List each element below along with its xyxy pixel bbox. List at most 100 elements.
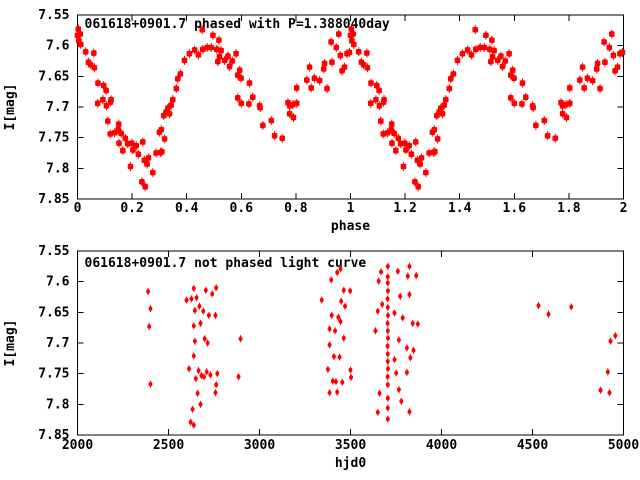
- plot-title: 061618+0901.7 phased with P=1.388040day: [85, 17, 390, 32]
- data-point: [619, 49, 626, 56]
- data-point: [135, 151, 142, 158]
- data-point: [566, 100, 573, 107]
- data-point: [304, 77, 310, 83]
- x-tick-label: 5000: [608, 438, 639, 453]
- data-point: [324, 85, 330, 92]
- data-point: [144, 161, 150, 167]
- data-point: [198, 321, 203, 326]
- data-point: [432, 148, 438, 155]
- data-point: [385, 382, 390, 388]
- x-tick-label: 3500: [335, 438, 366, 453]
- data-point: [205, 340, 210, 346]
- x-tick-label: 1.4: [448, 201, 472, 216]
- data-point: [249, 94, 256, 100]
- data-point: [336, 314, 341, 320]
- data-point: [394, 370, 399, 376]
- data-point: [327, 326, 332, 332]
- data-point: [213, 390, 218, 396]
- data-point: [494, 57, 501, 64]
- data-point: [522, 94, 529, 100]
- data-point: [395, 268, 400, 274]
- data-point: [386, 335, 390, 341]
- data-point: [174, 75, 181, 82]
- data-point: [341, 335, 346, 341]
- data-point: [139, 139, 146, 145]
- data-point: [533, 122, 539, 129]
- data-point: [606, 44, 613, 51]
- data-point: [385, 263, 390, 269]
- x-tick-label: 1.6: [503, 201, 527, 216]
- data-point: [379, 269, 384, 275]
- data-point: [607, 390, 612, 396]
- data-point: [442, 96, 449, 103]
- data-point: [329, 59, 335, 66]
- data-point: [133, 142, 139, 149]
- data-point: [346, 49, 353, 56]
- x-tick-label: 2000: [62, 438, 93, 453]
- data-point: [216, 53, 223, 60]
- data-point: [385, 374, 390, 380]
- data-point: [541, 117, 548, 124]
- data-point: [418, 155, 425, 161]
- data-point: [381, 96, 387, 103]
- data-point: [290, 114, 297, 121]
- x-tick-label: 0: [74, 201, 82, 216]
- data-point: [581, 85, 587, 91]
- data-point: [201, 308, 206, 314]
- data-point: [184, 297, 189, 303]
- data-point: [481, 44, 488, 51]
- data-point: [378, 118, 384, 124]
- data-point: [519, 80, 526, 86]
- data-point: [385, 328, 390, 334]
- data-point: [286, 110, 293, 117]
- data-point: [189, 296, 194, 302]
- data-point: [385, 359, 390, 364]
- plot-border: [77, 250, 624, 436]
- x-tick-label: 0.8: [284, 201, 308, 216]
- data-point: [139, 179, 145, 185]
- data-point: [350, 41, 357, 48]
- data-point: [507, 95, 514, 101]
- y-tick-label: 7.6: [46, 39, 70, 54]
- data-point: [198, 401, 203, 407]
- data-point: [400, 163, 407, 170]
- data-point: [159, 148, 165, 155]
- x-axis-label: hjd0: [335, 456, 366, 471]
- unphased-plot: 2000 2500 3000 3500 4000 4500 5000 7.55 7.6 7.65 7…: [3, 244, 639, 471]
- data-point: [268, 117, 275, 124]
- data-point: [194, 295, 199, 300]
- data-point: [594, 60, 601, 67]
- data-point: [338, 319, 343, 324]
- data-point: [373, 82, 380, 89]
- x-tick-label: 1: [347, 201, 355, 216]
- x-tick-label: 0.6: [230, 201, 254, 216]
- data-point: [385, 280, 390, 286]
- data-point: [316, 77, 323, 84]
- data-point: [238, 75, 244, 81]
- data-point: [236, 374, 241, 380]
- y-tick-label: 7.65: [38, 69, 69, 84]
- data-point: [246, 101, 252, 107]
- data-point: [94, 100, 101, 107]
- data-point: [483, 32, 489, 39]
- data-point: [177, 71, 184, 77]
- data-point: [499, 63, 506, 70]
- data-point: [95, 80, 101, 86]
- data-point: [530, 104, 536, 111]
- data-point: [546, 311, 551, 317]
- data-point: [468, 52, 475, 58]
- y-tick-label: 7.8: [46, 397, 70, 412]
- data-point: [335, 389, 340, 395]
- data-point: [190, 406, 195, 412]
- data-point: [392, 357, 397, 362]
- data-point: [396, 387, 401, 392]
- data-point: [593, 66, 600, 72]
- y-tick-label: 7.65: [38, 305, 69, 320]
- data-point: [511, 75, 517, 81]
- data-point: [577, 77, 583, 83]
- data-point: [396, 337, 401, 343]
- y-tick-label: 7.85: [38, 428, 69, 443]
- data-point: [77, 41, 84, 48]
- data-point: [410, 321, 415, 326]
